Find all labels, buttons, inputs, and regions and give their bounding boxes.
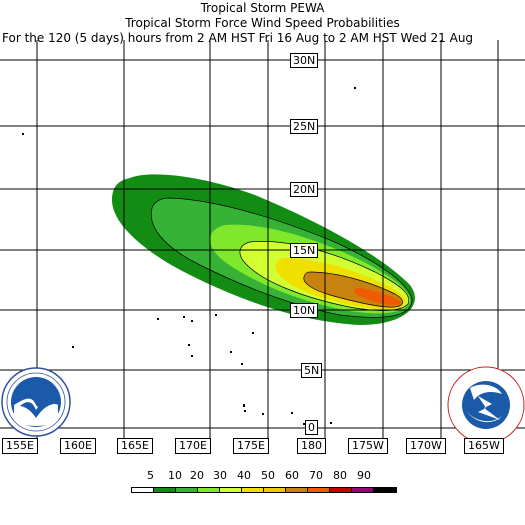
product-title: Tropical Storm Force Wind Speed Probabil…: [125, 16, 400, 30]
legend-value-60: 60: [285, 469, 299, 482]
lon-label-170w: 170W: [406, 438, 446, 454]
legend-swatch: [175, 487, 199, 493]
legend-swatch: [153, 487, 177, 493]
lon-label-175e: 175E: [233, 438, 269, 454]
storm-title: Tropical Storm PEWA: [200, 1, 325, 15]
lon-label-175w: 175W: [348, 438, 388, 454]
lon-label-180: 180: [297, 438, 326, 454]
legend-value-80: 80: [333, 469, 347, 482]
lat-label-25n: 25N: [290, 119, 319, 134]
legend-value-90: 90: [357, 469, 371, 482]
legend-swatch: [329, 487, 353, 493]
legend-swatch: [307, 487, 331, 493]
legend-value-70: 70: [309, 469, 323, 482]
islands: [22, 87, 356, 425]
legend-swatch: [131, 487, 155, 493]
legend-swatch: [197, 487, 221, 493]
legend-swatch: [219, 487, 243, 493]
legend-value-10: 10: [168, 469, 182, 482]
lat-label-20n: 20N: [290, 182, 319, 197]
band-60-percent: [354, 288, 401, 306]
legend-swatch: [241, 487, 265, 493]
lon-label-165w: 165W: [464, 438, 504, 454]
legend-value-40: 40: [237, 469, 251, 482]
lat-label-30n: 30N: [290, 53, 319, 68]
lat-label-0: 0: [305, 420, 318, 435]
lat-label-5n: 5N: [301, 363, 323, 378]
lat-label-15n: 15N: [290, 243, 319, 258]
legend-value-5: 5: [147, 469, 154, 482]
legend-value-20: 20: [190, 469, 204, 482]
lon-label-160e: 160E: [60, 438, 96, 454]
legend-swatch: [373, 487, 397, 493]
lon-label-170e: 170E: [175, 438, 211, 454]
legend-swatch: [285, 487, 309, 493]
valid-period: For the 120 (5 days) hours from 2 AM HST…: [2, 31, 474, 45]
lat-lon-grid: [0, 40, 525, 438]
legend-value-50: 50: [261, 469, 275, 482]
nws-logo: [447, 366, 525, 444]
legend-swatch: [263, 487, 287, 493]
lon-label-155e: 155E: [2, 438, 38, 454]
lon-label-165e: 165E: [117, 438, 153, 454]
legend-swatch: [351, 487, 375, 493]
legend-value-30: 30: [213, 469, 227, 482]
lat-label-10n: 10N: [290, 303, 319, 318]
noaa-logo: [1, 367, 71, 437]
